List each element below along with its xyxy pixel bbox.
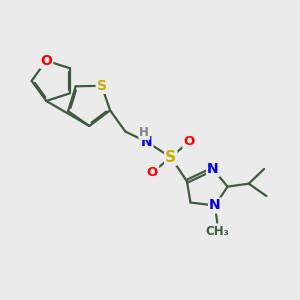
Text: H: H [139, 126, 149, 139]
Text: N: N [209, 199, 221, 212]
Text: S: S [165, 150, 176, 165]
Text: N: N [207, 162, 219, 176]
Text: O: O [183, 135, 195, 148]
Text: S: S [97, 79, 106, 93]
Text: N: N [141, 135, 152, 149]
Text: CH₃: CH₃ [206, 226, 229, 238]
Text: O: O [147, 166, 158, 179]
Text: O: O [40, 54, 52, 68]
